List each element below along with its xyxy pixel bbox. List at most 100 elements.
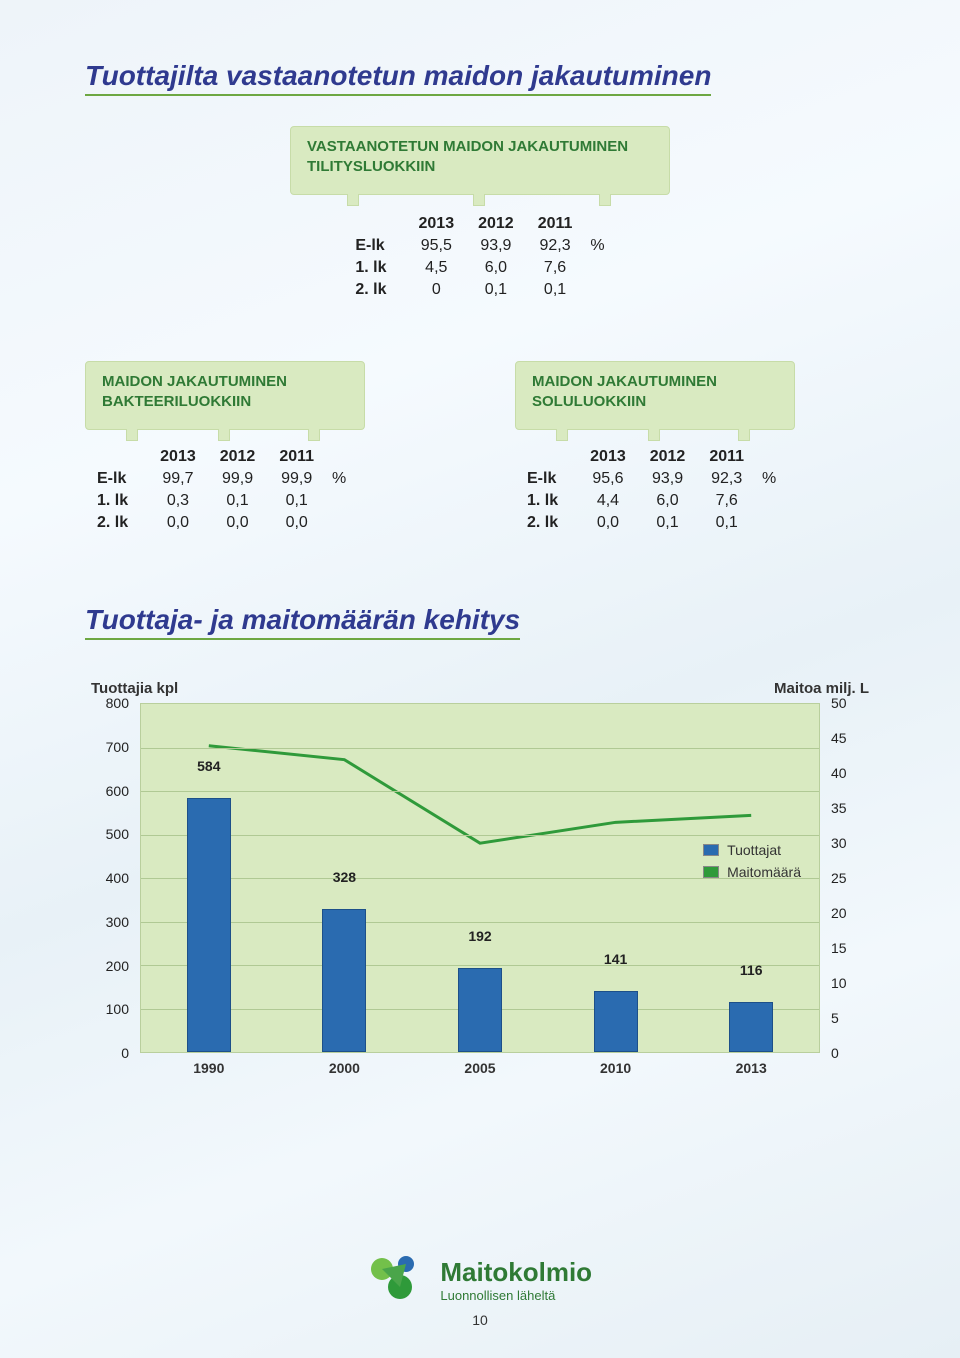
table-cell: 95,6 <box>578 468 638 490</box>
x-axis-label: 2013 <box>736 1060 767 1076</box>
logo-tagline: Luonnollisen läheltä <box>440 1288 592 1303</box>
x-axis-label: 2010 <box>600 1060 631 1076</box>
x-axis-label: 2000 <box>329 1060 360 1076</box>
bar <box>458 968 502 1052</box>
table-unit: % <box>756 468 788 490</box>
axis-right-tick: 5 <box>831 1010 839 1026</box>
bar-label: 192 <box>468 928 491 948</box>
tab-left-title-line2: BAKTEERILUOKKIIN <box>102 393 251 410</box>
table-cell: 0,0 <box>578 512 638 534</box>
table-cell: 95,5 <box>407 235 467 257</box>
table-cell: 93,9 <box>466 235 526 257</box>
table-row-label: 1. lk <box>515 490 578 512</box>
table-cell: 0,3 <box>148 490 208 512</box>
table-top: 201320122011E-lk95,593,992,3%1. lk4,56,0… <box>343 213 616 301</box>
table-unit <box>756 490 788 512</box>
table-row-label: 1. lk <box>343 257 406 279</box>
table-cell: 7,6 <box>697 490 756 512</box>
grid-line <box>141 791 819 792</box>
table-cell: 0,1 <box>208 490 268 512</box>
bar-label: 116 <box>740 962 763 982</box>
grid-line <box>141 965 819 966</box>
legend-swatch <box>703 866 719 878</box>
bar <box>322 909 366 1052</box>
table-cell: 92,3 <box>697 468 756 490</box>
bar <box>729 1002 773 1052</box>
axis-right-tick: 20 <box>831 905 847 921</box>
table-cell: 0,1 <box>638 512 698 534</box>
bar <box>187 798 231 1052</box>
table-cell: 93,9 <box>638 468 698 490</box>
table-unit <box>584 257 616 279</box>
table-row-label: 1. lk <box>85 490 148 512</box>
table-cell: 92,3 <box>526 235 585 257</box>
table-right: 201320122011E-lk95,693,992,3%1. lk4,46,0… <box>515 446 788 534</box>
table-cell: 6,0 <box>638 490 698 512</box>
axis-left-tick: 400 <box>106 870 129 886</box>
table-row-label: E-lk <box>343 235 406 257</box>
table-unit: % <box>584 235 616 257</box>
axis-left-tick: 0 <box>121 1045 129 1061</box>
table-cell: 6,0 <box>466 257 526 279</box>
table-year: 2011 <box>697 446 756 468</box>
table-year: 2012 <box>638 446 698 468</box>
table-cell: 0,0 <box>208 512 268 534</box>
tab-right-title-line1: MAIDON JAKAUTUMINEN <box>532 373 717 390</box>
axis-left-tick: 200 <box>106 958 129 974</box>
grid-line <box>141 878 819 879</box>
tab-right: MAIDON JAKAUTUMINEN SOLULUOKKIIN <box>515 361 795 430</box>
tab-left: MAIDON JAKAUTUMINEN BAKTEERILUOKKIIN <box>85 361 365 430</box>
table-year: 2012 <box>466 213 526 235</box>
chart: 0100200300400500600700800 Tuottajat Mait… <box>85 703 875 1083</box>
bar-label: 141 <box>604 951 627 971</box>
axis-right-tick: 40 <box>831 765 847 781</box>
footer: Maitokolmio Luonnollisen läheltä 10 <box>0 1253 960 1328</box>
axis-right-tick: 0 <box>831 1045 839 1061</box>
axis-right-tick: 35 <box>831 800 847 816</box>
axis-left: 0100200300400500600700800 <box>85 703 135 1053</box>
tab-top-title-line2: TILITYSLUOKKIIN <box>307 158 435 175</box>
table-year: 2013 <box>578 446 638 468</box>
table-year: 2011 <box>267 446 326 468</box>
table-cell: 0,0 <box>267 512 326 534</box>
axis-right-tick: 50 <box>831 695 847 711</box>
table-row-label: 2. lk <box>85 512 148 534</box>
table-cell: 0,1 <box>466 279 526 301</box>
grid-line <box>141 922 819 923</box>
table-unit <box>326 512 358 534</box>
table-year: 2011 <box>526 213 585 235</box>
table-cell: 0,1 <box>526 279 585 301</box>
table-cell: 4,4 <box>578 490 638 512</box>
section-1-title: Tuottajilta vastaanotetun maidon jakautu… <box>85 60 711 96</box>
table-year: 2013 <box>148 446 208 468</box>
table-cell: 7,6 <box>526 257 585 279</box>
logo: Maitokolmio Luonnollisen läheltä <box>368 1253 592 1306</box>
bar <box>594 991 638 1052</box>
table-year: 2012 <box>208 446 268 468</box>
table-cell: 0,1 <box>267 490 326 512</box>
section-2-title: Tuottaja- ja maitomäärän kehitys <box>85 604 520 640</box>
legend-item-bars: Tuottajat <box>703 842 801 858</box>
table-row-label: 2. lk <box>343 279 406 301</box>
x-axis-label: 2005 <box>464 1060 495 1076</box>
tab-top: VASTAANOTETUN MAIDON JAKAUTUMINEN TILITY… <box>290 126 670 195</box>
axis-right-tick: 25 <box>831 870 847 886</box>
axis-left-tick: 500 <box>106 826 129 842</box>
table-cell: 99,7 <box>148 468 208 490</box>
table-unit <box>326 490 358 512</box>
table-cell: 0 <box>407 279 467 301</box>
bar-label: 584 <box>197 758 220 778</box>
grid-line <box>141 835 819 836</box>
table-left: 201320122011E-lk99,799,999,9%1. lk0,30,1… <box>85 446 358 534</box>
grid-line <box>141 748 819 749</box>
axis-right-tick: 15 <box>831 940 847 956</box>
legend-label: Tuottajat <box>727 842 781 858</box>
table-unit <box>584 279 616 301</box>
tab-top-title-line1: VASTAANOTETUN MAIDON JAKAUTUMINEN <box>307 138 628 155</box>
table-row-label: 2. lk <box>515 512 578 534</box>
page-number: 10 <box>0 1312 960 1328</box>
axis-left-tick: 300 <box>106 914 129 930</box>
tab-right-title-line2: SOLULUOKKIIN <box>532 393 646 410</box>
table-cell: 4,5 <box>407 257 467 279</box>
axis-right-tick: 10 <box>831 975 847 991</box>
